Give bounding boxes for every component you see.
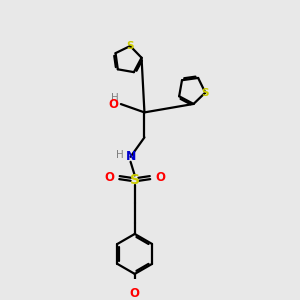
Text: O: O [155,171,165,184]
Text: O: O [109,98,118,111]
Text: S: S [127,41,134,51]
Text: H: H [111,93,118,103]
Text: O: O [130,287,140,300]
Text: S: S [202,88,209,98]
Text: N: N [125,150,136,163]
Text: H: H [116,150,124,161]
Text: S: S [130,173,140,188]
Text: O: O [104,171,115,184]
